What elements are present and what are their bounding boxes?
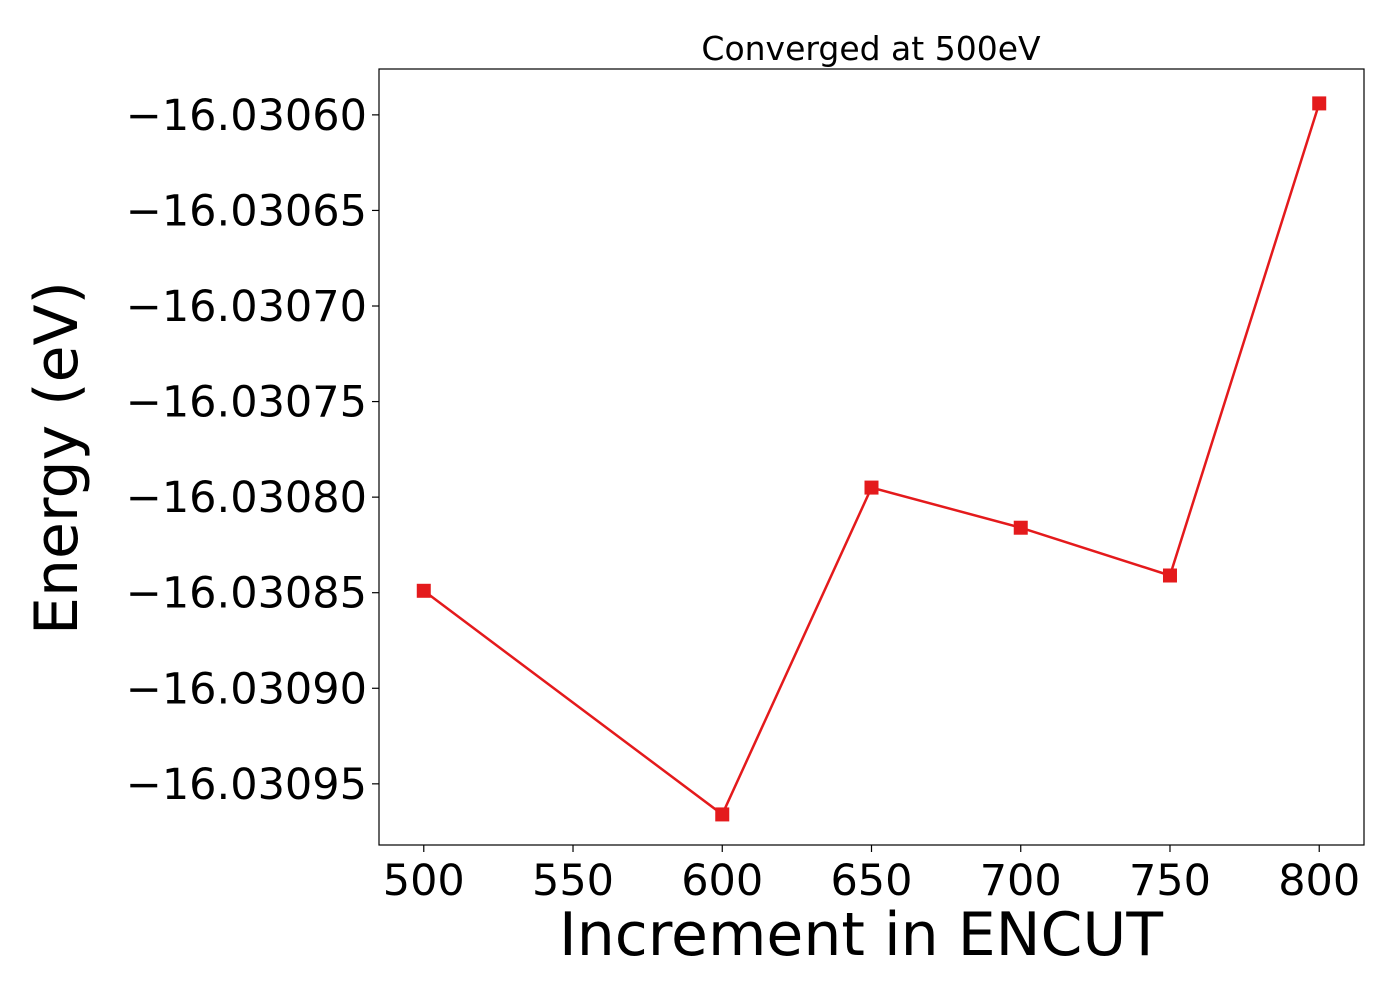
y-tick-label: −16.03075 bbox=[126, 378, 367, 428]
y-tick-label: −16.03090 bbox=[126, 664, 367, 714]
plot-area-frame bbox=[378, 68, 1365, 846]
chart-title: Converged at 500eV bbox=[701, 29, 1041, 68]
x-tick-label: 800 bbox=[1278, 856, 1360, 906]
data-point-marker bbox=[1162, 568, 1177, 583]
series-layer bbox=[416, 96, 1327, 822]
y-tick-label: −16.03080 bbox=[126, 473, 367, 523]
y-tick-label: −16.03085 bbox=[126, 569, 367, 619]
data-point-marker bbox=[1312, 96, 1327, 111]
x-tick-label: 700 bbox=[980, 856, 1062, 906]
x-tick-label: 550 bbox=[532, 856, 614, 906]
y-tick-label: −16.03065 bbox=[126, 186, 367, 236]
y-tick-label: −16.03060 bbox=[126, 91, 367, 141]
y-tick-label: −16.03070 bbox=[126, 282, 367, 332]
x-tick-label: 750 bbox=[1129, 856, 1211, 906]
y-axis-label: Energy (eV) bbox=[22, 281, 92, 635]
data-point-marker bbox=[1013, 520, 1028, 535]
data-point-marker bbox=[715, 807, 730, 822]
x-tick-label: 500 bbox=[383, 856, 465, 906]
data-point-marker bbox=[864, 480, 879, 495]
y-axis-ticks: −16.03060 −16.03065 −16.03070 −16.03075 −16.… bbox=[126, 91, 379, 810]
x-axis-ticks: 500 550 600 650 700 750 800 bbox=[383, 845, 1360, 906]
x-axis-label: Increment in ENCUT bbox=[559, 900, 1163, 970]
y-tick-label: −16.03095 bbox=[126, 760, 367, 810]
series-line bbox=[423, 103, 1321, 817]
x-tick-label: 600 bbox=[681, 856, 763, 906]
x-tick-label: 650 bbox=[830, 856, 912, 906]
data-point-marker bbox=[416, 583, 431, 598]
